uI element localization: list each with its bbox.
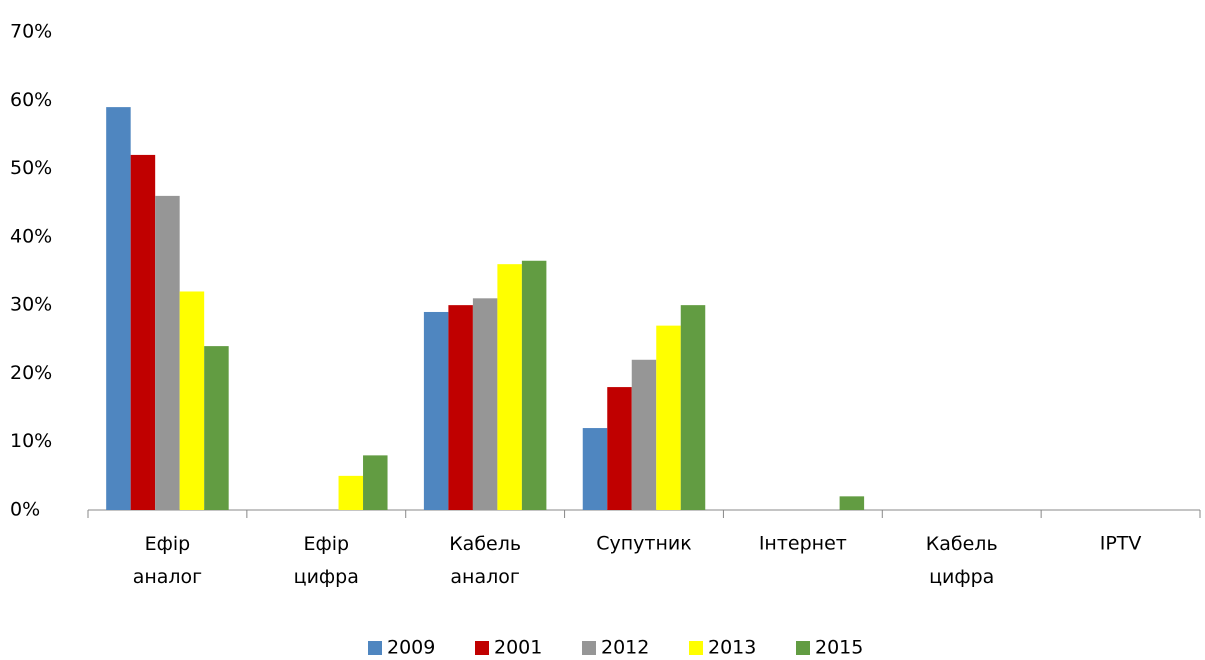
legend-swatch bbox=[582, 641, 596, 655]
x-tick-label: Кабель цифра bbox=[926, 533, 998, 588]
bar bbox=[582, 428, 608, 510]
bar bbox=[130, 154, 156, 510]
bar bbox=[497, 264, 522, 510]
legend-swatch bbox=[368, 641, 382, 655]
bar bbox=[363, 455, 388, 510]
x-tick-label: Супутник bbox=[596, 533, 692, 555]
x-tick-label: Ефір цифра bbox=[294, 533, 359, 588]
bar bbox=[179, 291, 205, 510]
x-tick-label: Ефір аналог bbox=[133, 533, 202, 588]
legend-label: 2013 bbox=[708, 637, 756, 659]
bar bbox=[155, 195, 180, 510]
bar bbox=[521, 260, 547, 510]
y-tick-label: 50% bbox=[10, 157, 52, 179]
legend-label: 2001 bbox=[494, 637, 542, 659]
bar bbox=[204, 346, 229, 510]
bar bbox=[448, 305, 473, 510]
x-tick-label: IPTV bbox=[1100, 533, 1142, 555]
bar bbox=[472, 298, 498, 510]
y-tick-label: 70% bbox=[10, 21, 52, 43]
bar bbox=[106, 107, 131, 510]
bar bbox=[423, 311, 449, 510]
y-tick-label: 20% bbox=[10, 362, 52, 384]
y-tick-label: 30% bbox=[10, 294, 52, 316]
y-tick-label: 10% bbox=[10, 430, 52, 452]
x-tick-label: Кабель аналог bbox=[449, 533, 521, 588]
bar bbox=[680, 305, 706, 510]
legend-swatch bbox=[689, 641, 703, 655]
legend-swatch bbox=[796, 641, 810, 655]
legend-label: 2015 bbox=[815, 637, 863, 659]
bar bbox=[338, 475, 364, 510]
y-tick-label: 0% bbox=[10, 499, 40, 521]
legend-label: 2009 bbox=[387, 637, 435, 659]
x-tick-label: Інтернет bbox=[759, 533, 847, 555]
y-tick-label: 40% bbox=[10, 225, 52, 247]
bar bbox=[631, 359, 657, 510]
legend-swatch bbox=[475, 641, 489, 655]
legend-label: 2012 bbox=[601, 637, 649, 659]
y-tick-label: 60% bbox=[10, 89, 52, 111]
bar bbox=[656, 325, 681, 510]
bar bbox=[607, 387, 632, 510]
bar bbox=[839, 496, 865, 510]
